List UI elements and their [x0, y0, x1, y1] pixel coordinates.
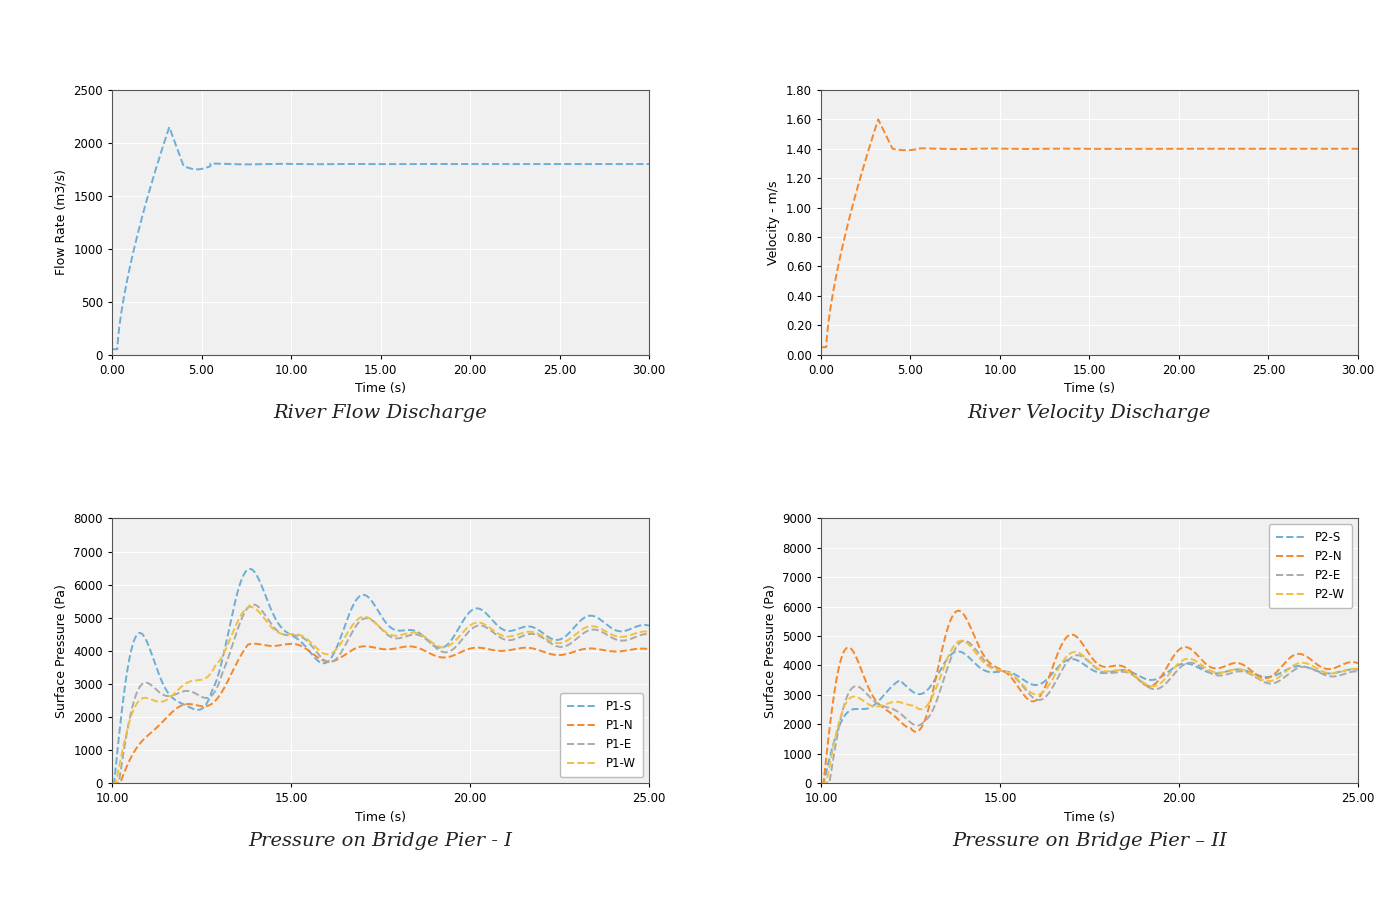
P1-E [353, 615, 370, 626]
P2-E [1061, 653, 1078, 664]
P2-E [956, 635, 973, 646]
Y-axis label: Surface Pressure (Pa): Surface Pressure (Pa) [55, 584, 67, 717]
X-axis label: Time (s): Time (s) [1064, 811, 1114, 824]
X-axis label: Time (s): Time (s) [356, 382, 406, 395]
P1-S [641, 620, 658, 631]
Line: P1-S: P1-S [112, 569, 650, 783]
P2-N [1051, 643, 1068, 653]
P1-W [410, 628, 427, 639]
P2-W [812, 778, 829, 788]
P1-W [167, 687, 183, 698]
P1-E [245, 599, 262, 610]
P1-N [245, 638, 262, 649]
P1-E [641, 629, 658, 640]
P2-W [1350, 664, 1366, 675]
P2-N [1350, 658, 1366, 669]
Line: P1-E: P1-E [112, 605, 650, 783]
P2-W [1040, 680, 1057, 690]
P2-S [812, 778, 829, 788]
P2-N [1119, 663, 1135, 674]
P1-S [242, 563, 259, 574]
P2-S [1119, 665, 1135, 676]
P1-W [332, 639, 349, 650]
P2-S [854, 704, 871, 715]
P1-E [332, 648, 349, 659]
Y-axis label: Flow Rate (m3/s): Flow Rate (m3/s) [55, 169, 67, 275]
P2-W [1061, 648, 1078, 659]
P1-S [104, 778, 120, 788]
P2-S [1051, 660, 1068, 670]
P1-W [353, 612, 370, 623]
Line: P2-N: P2-N [820, 611, 1358, 783]
P2-N [1061, 629, 1078, 640]
P2-N [951, 606, 967, 616]
X-axis label: Time (s): Time (s) [1064, 382, 1114, 395]
P2-N [812, 778, 829, 788]
P2-W [1119, 666, 1135, 677]
P2-E [876, 701, 893, 712]
P1-E [343, 628, 360, 639]
P2-E [812, 778, 829, 788]
Text: River Flow Discharge: River Flow Discharge [273, 404, 487, 422]
Text: Pressure on Bridge Pier – II: Pressure on Bridge Pier – II [952, 832, 1226, 850]
P1-S [146, 654, 162, 665]
P2-E [1119, 667, 1135, 678]
Legend: P1-S, P1-N, P1-E, P1-W: P1-S, P1-N, P1-E, P1-W [560, 693, 643, 777]
P1-S [167, 695, 183, 706]
Y-axis label: Velocity - m/s: Velocity - m/s [767, 180, 780, 265]
P1-W [641, 626, 658, 637]
P1-W [242, 601, 259, 612]
P1-N [146, 725, 162, 736]
P1-N [104, 778, 120, 788]
P2-W [876, 699, 893, 710]
Line: P1-N: P1-N [112, 644, 650, 783]
Legend: P2-S, P2-N, P2-E, P2-W: P2-S, P2-N, P2-E, P2-W [1268, 525, 1352, 608]
P2-N [876, 703, 893, 714]
P1-E [104, 778, 120, 788]
P1-S [353, 590, 370, 601]
P1-W [104, 778, 120, 788]
Line: P2-W: P2-W [820, 641, 1358, 783]
P1-W [146, 695, 162, 706]
P1-N [343, 645, 360, 656]
P1-E [146, 681, 162, 692]
P2-S [1040, 671, 1057, 682]
P1-N [353, 641, 370, 652]
P1-N [641, 644, 658, 654]
P2-N [1040, 671, 1057, 682]
P1-W [343, 621, 360, 632]
P2-E [1040, 688, 1057, 698]
P2-W [953, 635, 970, 646]
P1-N [167, 704, 183, 715]
P1-S [343, 604, 360, 615]
Line: P1-W: P1-W [112, 607, 650, 783]
P2-S [876, 689, 893, 700]
Text: River Velocity Discharge: River Velocity Discharge [967, 404, 1211, 422]
P1-S [410, 626, 427, 637]
Text: Pressure on Bridge Pier - I: Pressure on Bridge Pier - I [249, 832, 512, 850]
P2-N [854, 668, 871, 679]
P1-S [332, 634, 349, 644]
Line: P2-E: P2-E [820, 641, 1358, 783]
P2-E [854, 684, 871, 695]
Line: P2-S: P2-S [820, 652, 1358, 783]
P2-E [1350, 666, 1366, 677]
P1-E [410, 629, 427, 640]
Y-axis label: Surface Pressure (Pa): Surface Pressure (Pa) [764, 584, 777, 717]
P2-S [949, 646, 966, 657]
P2-S [1350, 664, 1366, 675]
P2-S [1061, 653, 1078, 664]
P1-E [167, 689, 183, 700]
P1-N [332, 652, 349, 663]
P2-E [1051, 668, 1068, 679]
X-axis label: Time (s): Time (s) [356, 811, 406, 824]
P1-N [410, 643, 427, 653]
P2-W [854, 695, 871, 706]
P2-W [1051, 660, 1068, 670]
